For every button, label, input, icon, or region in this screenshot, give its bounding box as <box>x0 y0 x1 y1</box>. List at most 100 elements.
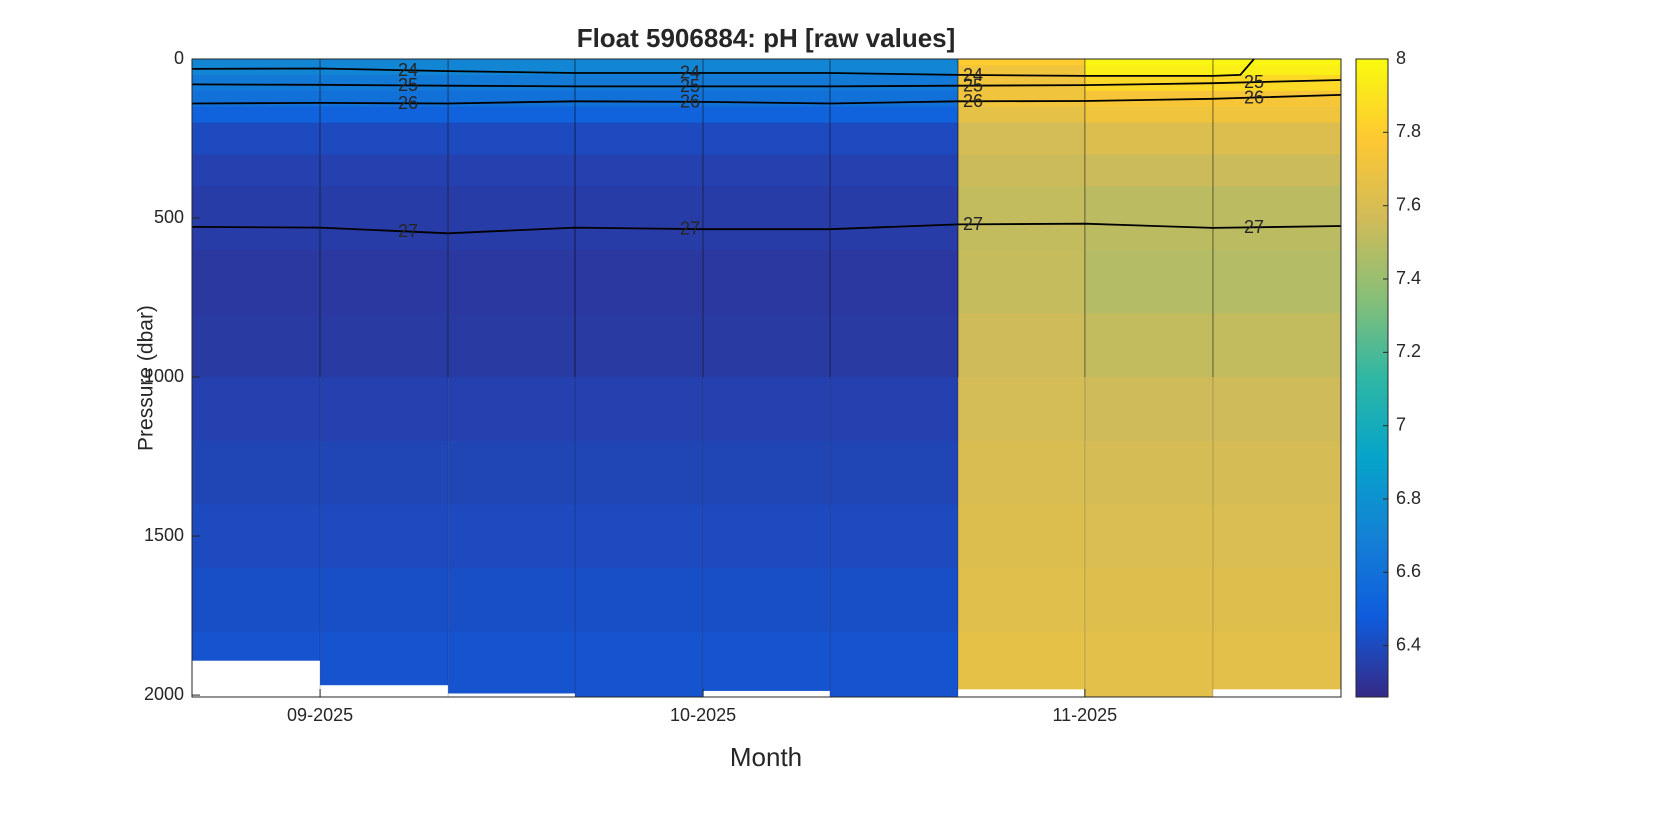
heatmap <box>192 59 1341 698</box>
heatmap-cell <box>829 249 958 315</box>
contour-line <box>191 94 1342 105</box>
colorbar-tick-label: 6.4 <box>1396 634 1421 654</box>
x-tick-label: 10-2025 <box>670 705 736 725</box>
heatmap-cell <box>1212 154 1341 187</box>
heatmap-cell <box>1212 59 1341 66</box>
heatmap-cell <box>192 631 321 661</box>
heatmap-cell <box>1212 106 1341 124</box>
heatmap-cell <box>320 313 449 378</box>
contour-label: 27 <box>963 214 983 234</box>
heatmap-cell <box>1084 504 1213 569</box>
heatmap-cell <box>320 504 449 569</box>
heatmap-cell <box>703 567 830 633</box>
heatmap-cell <box>703 631 830 691</box>
plot-frame <box>191 58 1342 698</box>
heatmap-cell <box>320 122 449 156</box>
chart-title: Float 5906884: pH [raw values] <box>577 23 956 53</box>
heatmap-cell <box>575 249 704 315</box>
heatmap-cell <box>575 313 704 378</box>
heatmap-cell <box>575 567 704 633</box>
heatmap-cell <box>1212 186 1341 251</box>
heatmap-cell <box>958 504 1085 569</box>
heatmap-cell <box>1084 65 1213 76</box>
heatmap-cell <box>829 313 958 378</box>
colorbar-tick-label: 7.8 <box>1396 121 1421 141</box>
heatmap-cell <box>1212 504 1341 569</box>
heatmap-cell <box>320 154 449 187</box>
heatmap-cell <box>703 74 830 92</box>
heatmap-cell <box>448 106 575 124</box>
colorbar <box>1355 58 1389 698</box>
contour-label: 25 <box>963 75 983 95</box>
heatmap-cell <box>320 440 449 505</box>
heatmap-cell <box>448 313 575 378</box>
heatmap-cell <box>192 65 321 76</box>
contour-label: 24 <box>963 65 983 85</box>
heatmap-cell <box>448 65 575 76</box>
heatmap-cell <box>192 59 321 66</box>
heatmap-cell <box>1212 567 1341 633</box>
heatmap-cell <box>958 631 1085 690</box>
heatmap-cell <box>829 186 958 251</box>
heatmap-cell <box>192 249 321 315</box>
y-tick-label: 2000 <box>144 684 184 704</box>
heatmap-cell <box>192 313 321 378</box>
heatmap-cell <box>575 90 704 108</box>
heatmap-cell <box>958 313 1085 378</box>
y-tick-label: 1500 <box>144 525 184 545</box>
heatmap-cell <box>575 186 704 251</box>
heatmap-cell <box>1212 631 1341 690</box>
heatmap-cell <box>703 65 830 76</box>
heatmap-cell <box>958 186 1085 251</box>
heatmap-cell <box>575 59 704 66</box>
heatmap-cell <box>320 90 449 108</box>
heatmap-cell <box>192 90 321 108</box>
heatmap-cell <box>320 186 449 251</box>
contour-label: 26 <box>680 92 700 112</box>
contour-line <box>191 222 1342 235</box>
heatmap-cell <box>448 154 575 187</box>
heatmap-cell <box>829 59 958 66</box>
heatmap-cell <box>829 631 958 698</box>
heatmap-cell <box>1212 377 1341 442</box>
heatmap-cell <box>703 186 830 251</box>
x-tick-label: 11-2025 <box>1052 705 1117 725</box>
heatmap-cell <box>703 313 830 378</box>
heatmap-cell <box>703 90 830 108</box>
heatmap-cell <box>575 504 704 569</box>
heatmap-cell <box>192 106 321 124</box>
contour-label: 26 <box>398 93 418 113</box>
heatmap-cell <box>575 122 704 156</box>
colorbar-tick-label: 6.6 <box>1396 561 1421 581</box>
heatmap-cell <box>703 106 830 124</box>
x-tick-label: 09-2025 <box>287 705 353 725</box>
y-tick-label: 1000 <box>144 366 184 386</box>
heatmap-cell <box>1212 313 1341 378</box>
heatmap-cell <box>448 631 575 694</box>
contour-label: 27 <box>680 219 700 239</box>
heatmap-cell <box>448 249 575 315</box>
heatmap-cell <box>703 122 830 156</box>
heatmap-cell <box>320 249 449 315</box>
y-tick-label: 500 <box>154 207 184 227</box>
heatmap-cell <box>958 59 1085 66</box>
heatmap-cell <box>192 567 321 633</box>
heatmap-cell <box>829 74 958 92</box>
heatmap-cell <box>958 377 1085 442</box>
heatmap-cell <box>829 377 958 442</box>
heatmap-cell <box>1212 74 1341 92</box>
heatmap-cell <box>448 567 575 633</box>
heatmap-cell <box>448 440 575 505</box>
contour-label: 25 <box>1244 72 1264 92</box>
heatmap-cell <box>1084 154 1213 187</box>
heatmap-cell <box>192 440 321 505</box>
heatmap-cell <box>1084 74 1213 92</box>
heatmap-cell <box>958 74 1085 92</box>
contour-label: 25 <box>398 75 418 95</box>
heatmap-cell <box>1084 631 1213 698</box>
heatmap-cell <box>958 122 1085 156</box>
heatmap-cell <box>448 186 575 251</box>
heatmap-cell <box>1084 440 1213 505</box>
heatmap-cell <box>320 567 449 633</box>
